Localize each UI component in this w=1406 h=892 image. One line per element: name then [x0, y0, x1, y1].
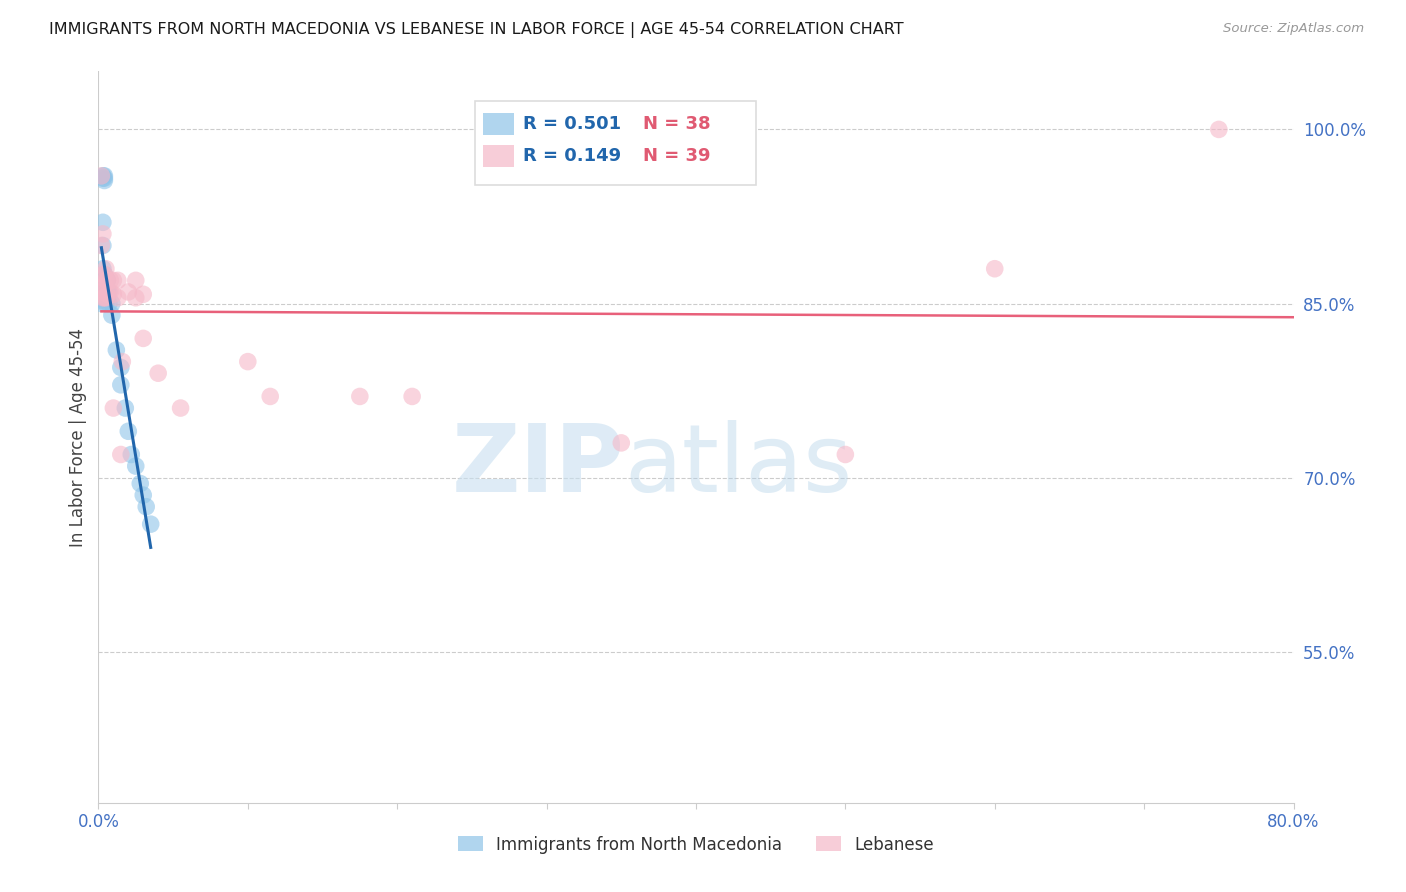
Point [103, 273, 125, 287]
Point [93, 285, 115, 299]
Point [91, 215, 114, 229]
Point [834, 448, 856, 462]
Point [125, 273, 148, 287]
Point [148, 366, 170, 380]
Point [93, 291, 115, 305]
Text: atlas: atlas [624, 420, 852, 512]
Point [401, 389, 423, 403]
Point [91, 238, 114, 252]
Point [90, 293, 112, 307]
Point [97, 285, 120, 299]
Point [94, 273, 117, 287]
Point [93, 279, 115, 293]
Text: ZIP: ZIP [451, 420, 624, 512]
Point [984, 261, 1007, 276]
Point [101, 296, 124, 310]
Point [110, 448, 132, 462]
Point [90, 291, 112, 305]
Point [90, 169, 112, 183]
Point [91, 291, 114, 305]
Point [94, 288, 117, 302]
Point [259, 389, 281, 403]
Legend: Immigrants from North Macedonia, Lebanese: Immigrants from North Macedonia, Lebanes… [451, 829, 941, 860]
Point [610, 436, 633, 450]
Point [103, 287, 125, 301]
Point [91, 268, 114, 282]
Point [91, 273, 114, 287]
Point [132, 287, 155, 301]
Point [93, 268, 115, 282]
Point [117, 285, 139, 299]
Point [96, 287, 118, 301]
Text: Source: ZipAtlas.com: Source: ZipAtlas.com [1223, 22, 1364, 36]
Point [90, 238, 112, 252]
Point [96, 273, 118, 287]
Point [91, 169, 114, 183]
Point [93, 268, 115, 282]
Point [94, 283, 117, 297]
Point [93, 173, 115, 187]
Point [90, 296, 112, 310]
Point [96, 291, 118, 305]
Point [93, 171, 115, 186]
Point [120, 448, 142, 462]
Point [1208, 122, 1230, 136]
Point [236, 354, 259, 368]
Point [91, 227, 114, 241]
Point [94, 296, 117, 310]
Point [98, 285, 122, 299]
Point [132, 488, 155, 502]
Point [97, 296, 120, 310]
Point [129, 476, 152, 491]
Point [105, 343, 128, 357]
Point [114, 401, 136, 415]
Point [94, 273, 117, 287]
Point [107, 291, 129, 305]
Point [111, 354, 134, 368]
Point [98, 273, 122, 287]
Point [110, 360, 132, 375]
Point [91, 171, 114, 186]
Point [90, 288, 112, 302]
Point [91, 261, 114, 276]
Point [91, 279, 114, 293]
Point [103, 401, 125, 415]
Point [125, 291, 148, 305]
Point [107, 273, 129, 287]
Point [94, 261, 117, 276]
Point [93, 169, 115, 183]
Point [101, 308, 124, 322]
Point [90, 285, 112, 299]
Point [94, 291, 117, 305]
Y-axis label: In Labor Force | Age 45-54: In Labor Force | Age 45-54 [69, 327, 87, 547]
Point [139, 517, 162, 532]
Point [132, 331, 155, 345]
Point [117, 424, 139, 438]
Point [169, 401, 191, 415]
Text: IMMIGRANTS FROM NORTH MACEDONIA VS LEBANESE IN LABOR FORCE | AGE 45-54 CORRELATI: IMMIGRANTS FROM NORTH MACEDONIA VS LEBAN… [49, 22, 904, 38]
Point [135, 500, 157, 514]
Point [96, 283, 118, 297]
Point [90, 285, 112, 299]
Point [96, 273, 118, 287]
Point [110, 377, 132, 392]
Point [349, 389, 371, 403]
Point [125, 459, 148, 474]
